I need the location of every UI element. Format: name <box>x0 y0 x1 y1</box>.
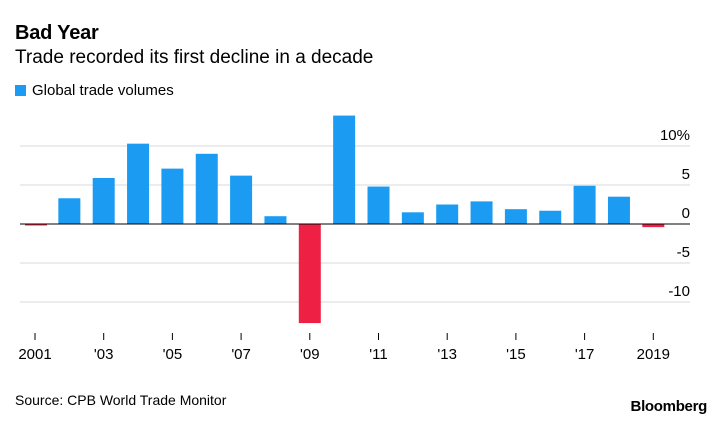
legend-swatch <box>15 85 26 96</box>
bar <box>161 168 184 224</box>
x-tick-label: '03 <box>94 346 114 363</box>
x-tick-label: 2019 <box>637 346 670 363</box>
bar <box>401 212 424 224</box>
x-tick-label: '09 <box>300 346 320 363</box>
source-note: Source: CPB World Trade Monitor <box>15 392 227 408</box>
bar <box>436 204 459 224</box>
bar <box>333 115 356 224</box>
chart-subtitle: Trade recorded its first decline in a de… <box>15 47 374 68</box>
bar <box>25 224 47 226</box>
bar <box>92 177 115 224</box>
bar <box>127 143 150 224</box>
x-tick-label: '07 <box>231 346 251 363</box>
legend-label: Global trade volumes <box>32 82 174 99</box>
bar <box>642 224 665 228</box>
x-tick-label: '11 <box>369 346 387 363</box>
chart-title: Bad Year <box>15 22 99 44</box>
bar <box>298 224 321 324</box>
bar <box>367 186 390 224</box>
bar <box>58 198 81 224</box>
legend: Global trade volumes <box>15 82 174 99</box>
x-tick-label: '13 <box>437 346 457 363</box>
x-tick-label: 2001 <box>18 346 51 363</box>
x-tick-label: '15 <box>506 346 526 363</box>
bar <box>264 216 287 224</box>
y-tick-label: -10 <box>668 283 690 300</box>
bar <box>195 153 218 224</box>
bar <box>539 210 562 224</box>
x-tick-label: '17 <box>575 346 595 363</box>
bar <box>573 185 596 224</box>
bar <box>470 201 493 224</box>
bar <box>504 209 527 224</box>
y-tick-label: 0 <box>682 205 690 222</box>
y-tick-label: 10% <box>660 127 690 144</box>
bloomberg-logo: Bloomberg <box>630 398 708 415</box>
x-tick-label: '05 <box>163 346 183 363</box>
y-tick-label: 5 <box>682 166 690 183</box>
y-tick-label: -5 <box>677 244 690 261</box>
bar <box>230 175 253 224</box>
bar <box>607 196 630 224</box>
